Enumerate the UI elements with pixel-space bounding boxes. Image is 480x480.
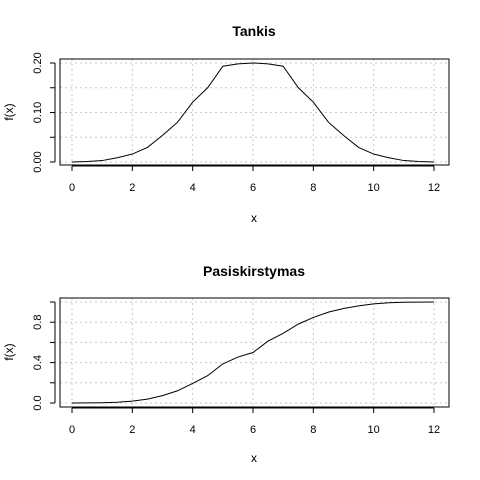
x-axis: 0 2 4 6 8 10 12 (69, 165, 440, 194)
x-tick-label: 0 (69, 424, 75, 436)
plot-frame (59, 58, 450, 166)
y-axis: 0.00 0.10 0.20 (32, 52, 56, 173)
x-tick-label: 2 (129, 182, 135, 194)
x-tick-label: 6 (250, 424, 256, 436)
x-tick-label: 4 (190, 424, 196, 436)
plot-frame (59, 297, 450, 408)
x-axis-label: x (251, 211, 257, 225)
cdf-panel: Pasiskirstymas 0 2 4 6 8 10 12 0.0 0.4 0.8 x f(x… (2, 263, 450, 465)
x-tick-label: 12 (428, 182, 440, 194)
y-tick-label: 0.8 (32, 315, 44, 330)
grid (60, 59, 449, 165)
x-tick-label: 10 (368, 424, 380, 436)
x-tick-label: 2 (129, 424, 135, 436)
x-axis-label: x (251, 451, 257, 465)
y-tick-label: 0.20 (32, 52, 44, 73)
y-tick-label: 0.0 (32, 395, 44, 410)
y-axis-label: f(x) (2, 343, 16, 360)
x-tick-label: 4 (190, 182, 196, 194)
x-tick-label: 12 (428, 424, 440, 436)
y-tick-label: 0.00 (32, 151, 44, 172)
cdf-curve (71, 301, 435, 404)
y-tick-label: 0.10 (32, 102, 44, 123)
chart-title: Tankis (232, 23, 276, 39)
y-tick-label: 0.4 (32, 355, 44, 370)
density-panel: Tankis 0 2 4 6 8 10 12 0.00 0.10 0.20 x f(x) (2, 23, 450, 225)
x-axis: 0 2 4 6 8 10 12 (69, 407, 440, 436)
y-axis-label: f(x) (2, 103, 16, 120)
x-tick-label: 0 (69, 182, 75, 194)
x-tick-label: 8 (310, 182, 316, 194)
density-curve (71, 62, 435, 163)
chart-title: Pasiskirstymas (203, 263, 305, 279)
x-tick-label: 8 (310, 424, 316, 436)
x-tick-label: 10 (368, 182, 380, 194)
y-axis: 0.0 0.4 0.8 (32, 301, 56, 411)
grid (60, 298, 449, 407)
x-tick-label: 6 (250, 182, 256, 194)
